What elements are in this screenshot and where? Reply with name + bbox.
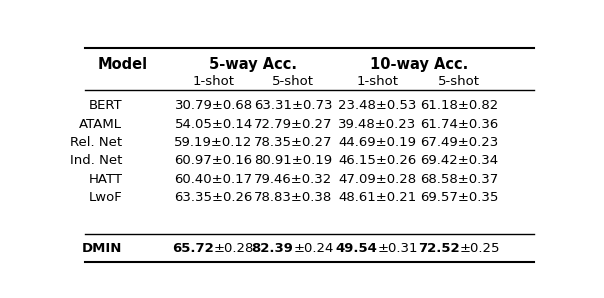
Text: 69.57±0.35: 69.57±0.35 — [420, 191, 498, 204]
Text: DMIN: DMIN — [82, 241, 122, 254]
Text: 78.83±0.38: 78.83±0.38 — [254, 191, 332, 204]
Text: 63.31±0.73: 63.31±0.73 — [254, 99, 332, 112]
Text: 5-way Acc.: 5-way Acc. — [210, 57, 297, 72]
Text: 61.18±0.82: 61.18±0.82 — [420, 99, 498, 112]
Text: 82.39: 82.39 — [251, 241, 293, 254]
Text: 63.35±0.26: 63.35±0.26 — [175, 191, 253, 204]
Text: BERT: BERT — [89, 99, 122, 112]
Text: Ind. Net: Ind. Net — [70, 154, 122, 167]
Text: 60.97±0.16: 60.97±0.16 — [175, 154, 252, 167]
Text: 10-way Acc.: 10-way Acc. — [370, 57, 469, 72]
Text: 5-shot: 5-shot — [439, 75, 480, 88]
Text: 78.35±0.27: 78.35±0.27 — [254, 136, 332, 149]
Text: 49.54: 49.54 — [336, 241, 378, 254]
Text: 1-shot: 1-shot — [356, 75, 399, 88]
Text: 79.46±0.32: 79.46±0.32 — [254, 173, 332, 186]
Text: 39.48±0.23: 39.48±0.23 — [338, 118, 417, 131]
Text: 61.74±0.36: 61.74±0.36 — [420, 118, 498, 131]
Text: ±0.25: ±0.25 — [459, 241, 500, 254]
Text: 1-shot: 1-shot — [193, 75, 234, 88]
Text: 59.19±0.12: 59.19±0.12 — [175, 136, 253, 149]
Text: 23.48±0.53: 23.48±0.53 — [338, 99, 417, 112]
Text: 46.15±0.26: 46.15±0.26 — [338, 154, 417, 167]
Text: 44.69±0.19: 44.69±0.19 — [338, 136, 416, 149]
Text: 67.49±0.23: 67.49±0.23 — [420, 136, 498, 149]
Text: ATAML: ATAML — [79, 118, 122, 131]
Text: 48.61±0.21: 48.61±0.21 — [338, 191, 417, 204]
Text: 65.72: 65.72 — [172, 241, 214, 254]
Text: ±0.31: ±0.31 — [378, 241, 418, 254]
Text: 54.05±0.14: 54.05±0.14 — [175, 118, 252, 131]
Text: 69.42±0.34: 69.42±0.34 — [420, 154, 498, 167]
Text: 80.91±0.19: 80.91±0.19 — [254, 154, 332, 167]
Text: LwoF: LwoF — [89, 191, 122, 204]
Text: 68.58±0.37: 68.58±0.37 — [420, 173, 498, 186]
Text: 47.09±0.28: 47.09±0.28 — [338, 173, 417, 186]
Text: 72.79±0.27: 72.79±0.27 — [254, 118, 332, 131]
Text: ±0.24: ±0.24 — [293, 241, 333, 254]
Text: 72.52: 72.52 — [418, 241, 459, 254]
Text: ±0.28: ±0.28 — [214, 241, 254, 254]
Text: 60.40±0.17: 60.40±0.17 — [175, 173, 252, 186]
Text: Rel. Net: Rel. Net — [70, 136, 122, 149]
Text: 30.79±0.68: 30.79±0.68 — [175, 99, 252, 112]
Text: 5-shot: 5-shot — [272, 75, 314, 88]
Text: HATT: HATT — [88, 173, 122, 186]
Text: Model: Model — [97, 57, 147, 72]
